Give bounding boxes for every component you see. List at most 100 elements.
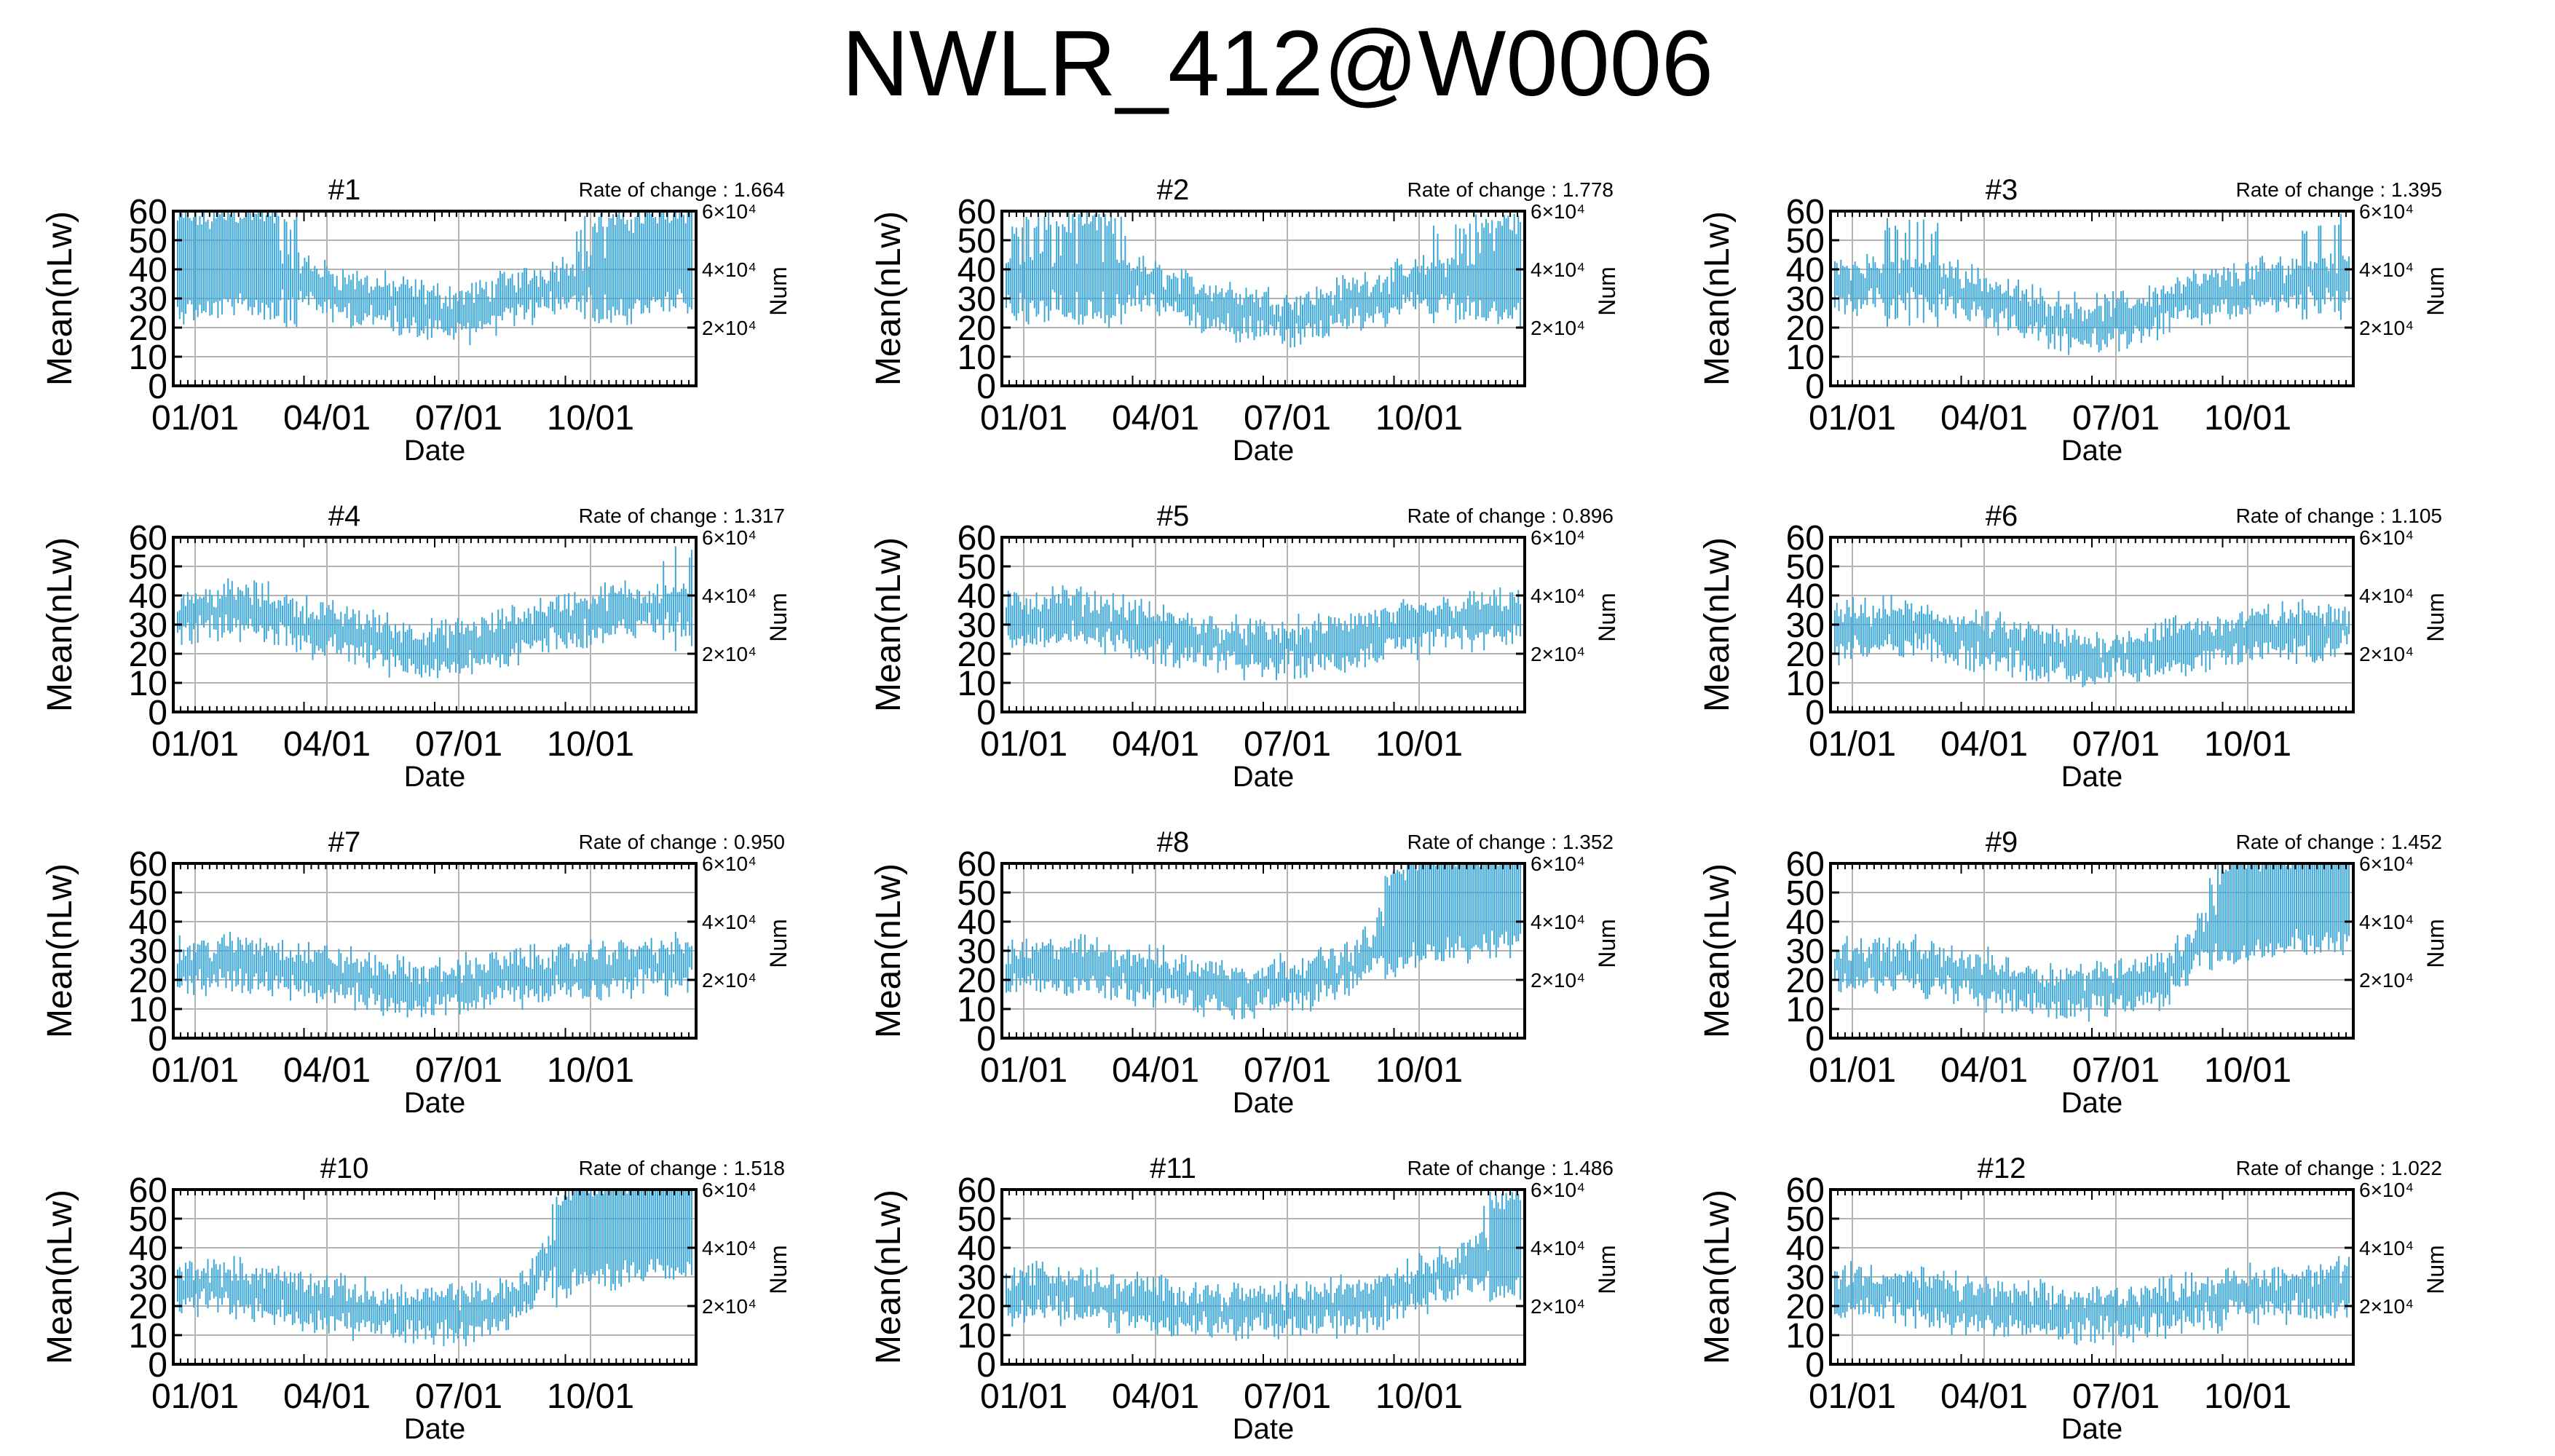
x-tick-label: 01/01 bbox=[980, 1051, 1067, 1090]
y-tick-label: 0 bbox=[1805, 694, 1825, 732]
x-axis-label: Date bbox=[1233, 761, 1295, 793]
x-tick-label: 04/01 bbox=[283, 725, 371, 764]
y-tick-label: 0 bbox=[1805, 368, 1825, 406]
y2-tick-label: 2×10⁴ bbox=[1531, 1295, 1585, 1318]
y-axis-label: Mean(nLw) bbox=[1698, 863, 1737, 1038]
y2-tick-label: 2×10⁴ bbox=[1531, 643, 1585, 665]
y-tick-label: 40 bbox=[1786, 903, 1825, 942]
x-axis-label: Date bbox=[404, 761, 466, 793]
y2-tick-label: 6×10⁴ bbox=[1531, 1179, 1585, 1201]
y2-tick-label: 6×10⁴ bbox=[1531, 852, 1585, 875]
x-tick-label: 01/01 bbox=[151, 399, 239, 438]
y2-axis-label: Num bbox=[765, 919, 791, 968]
y-tick-label: 10 bbox=[1786, 665, 1825, 703]
x-tick-label: 04/01 bbox=[1112, 399, 1199, 438]
y-tick-label: 50 bbox=[129, 1200, 167, 1239]
chart-title: #1 bbox=[328, 174, 361, 206]
y-tick-label: 30 bbox=[1786, 606, 1825, 645]
y-tick-label: 60 bbox=[129, 1171, 167, 1210]
y-tick-label: 60 bbox=[1786, 193, 1825, 232]
x-tick-label: 07/01 bbox=[415, 399, 502, 438]
y-tick-label: 50 bbox=[1786, 222, 1825, 261]
y2-tick-label: 6×10⁴ bbox=[702, 1179, 757, 1201]
x-tick-label: 01/01 bbox=[1809, 725, 1896, 764]
y2-tick-label: 4×10⁴ bbox=[702, 585, 757, 607]
x-axis-label: Date bbox=[1233, 435, 1295, 467]
y-tick-label: 10 bbox=[957, 665, 996, 703]
x-tick-label: 04/01 bbox=[1940, 1051, 2028, 1090]
y-tick-label: 60 bbox=[129, 193, 167, 232]
y-tick-label: 50 bbox=[129, 222, 167, 261]
rate-of-change-label: Rate of change : 1.317 bbox=[579, 505, 785, 527]
y-tick-label: 10 bbox=[957, 991, 996, 1029]
chart-title: #11 bbox=[1150, 1152, 1196, 1184]
y2-tick-label: 4×10⁴ bbox=[2359, 585, 2414, 607]
y-tick-label: 50 bbox=[1786, 874, 1825, 913]
x-tick-label: 07/01 bbox=[1244, 399, 1331, 438]
y-tick-label: 30 bbox=[1786, 280, 1825, 319]
y2-tick-label: 4×10⁴ bbox=[1531, 1237, 1585, 1259]
y-tick-label: 60 bbox=[129, 519, 167, 558]
x-tick-label: 04/01 bbox=[283, 399, 371, 438]
x-tick-label: 10/01 bbox=[1375, 1377, 1463, 1416]
y-tick-label: 10 bbox=[129, 1317, 167, 1356]
y-tick-label: 20 bbox=[957, 1288, 996, 1326]
y-tick-label: 60 bbox=[1786, 519, 1825, 558]
y2-tick-label: 2×10⁴ bbox=[702, 643, 757, 665]
y-tick-label: 20 bbox=[957, 636, 996, 674]
rate-of-change-label: Rate of change : 1.452 bbox=[2236, 831, 2442, 853]
y-tick-label: 40 bbox=[957, 577, 996, 616]
y-tick-label: 30 bbox=[1786, 933, 1825, 971]
chart-title: #10 bbox=[320, 1152, 369, 1184]
y2-tick-label: 6×10⁴ bbox=[702, 852, 757, 875]
y-tick-label: 50 bbox=[957, 874, 996, 913]
y-tick-label: 0 bbox=[148, 1020, 167, 1059]
y-tick-label: 40 bbox=[129, 1230, 167, 1268]
rate-of-change-label: Rate of change : 0.950 bbox=[579, 831, 785, 853]
x-tick-label: 07/01 bbox=[2072, 399, 2160, 438]
x-tick-label: 10/01 bbox=[547, 1051, 634, 1090]
y-tick-label: 60 bbox=[957, 519, 996, 558]
y2-tick-label: 2×10⁴ bbox=[1531, 317, 1585, 339]
x-tick-label: 10/01 bbox=[2204, 1051, 2291, 1090]
x-tick-label: 01/01 bbox=[151, 1051, 239, 1090]
x-tick-label: 01/01 bbox=[1809, 399, 1896, 438]
y-tick-label: 40 bbox=[957, 903, 996, 942]
y-tick-label: 30 bbox=[957, 606, 996, 645]
chart-title: #9 bbox=[1986, 826, 2018, 858]
x-tick-label: 04/01 bbox=[1940, 399, 2028, 438]
y-tick-label: 60 bbox=[957, 1171, 996, 1210]
y-tick-label: 30 bbox=[129, 606, 167, 645]
y-axis-label: Mean(nLw) bbox=[869, 537, 908, 712]
y-tick-label: 10 bbox=[957, 339, 996, 377]
y-tick-label: 0 bbox=[976, 368, 996, 406]
y2-tick-label: 4×10⁴ bbox=[2359, 911, 2414, 933]
x-axis-label: Date bbox=[2061, 1087, 2123, 1119]
y-tick-label: 50 bbox=[957, 548, 996, 587]
y-tick-label: 40 bbox=[129, 577, 167, 616]
chart-title: #3 bbox=[1986, 174, 2018, 206]
y-tick-label: 40 bbox=[957, 251, 996, 290]
y-tick-label: 10 bbox=[129, 339, 167, 377]
x-tick-label: 10/01 bbox=[547, 725, 634, 764]
y-tick-label: 30 bbox=[129, 933, 167, 971]
y-tick-label: 30 bbox=[957, 280, 996, 319]
y2-tick-label: 6×10⁴ bbox=[2359, 200, 2414, 223]
y2-tick-label: 4×10⁴ bbox=[702, 258, 757, 281]
x-tick-label: 04/01 bbox=[1112, 1051, 1199, 1090]
y2-axis-label: Num bbox=[765, 266, 791, 316]
y-tick-label: 0 bbox=[976, 1346, 996, 1385]
x-tick-label: 07/01 bbox=[2072, 1051, 2160, 1090]
y-tick-label: 20 bbox=[129, 1288, 167, 1326]
y-tick-label: 10 bbox=[129, 991, 167, 1029]
y-tick-label: 30 bbox=[957, 933, 996, 971]
y-tick-label: 50 bbox=[957, 1200, 996, 1239]
